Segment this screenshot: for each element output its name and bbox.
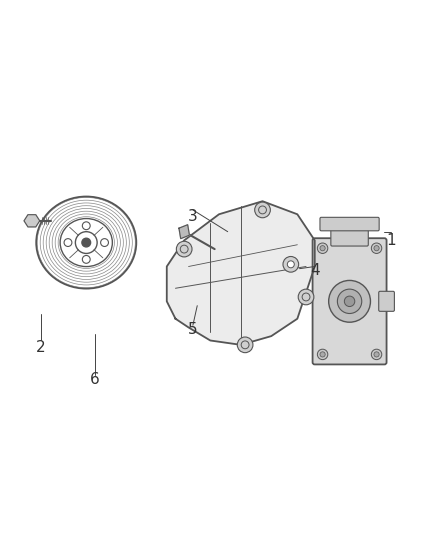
FancyBboxPatch shape	[379, 292, 394, 311]
Circle shape	[237, 337, 253, 353]
Circle shape	[318, 349, 328, 360]
Circle shape	[344, 296, 355, 306]
Circle shape	[318, 243, 328, 254]
Polygon shape	[179, 225, 189, 239]
Circle shape	[298, 289, 314, 305]
Text: 3: 3	[188, 209, 198, 224]
Text: 1: 1	[386, 233, 396, 248]
Circle shape	[374, 246, 379, 251]
Circle shape	[287, 261, 294, 268]
Circle shape	[371, 243, 382, 254]
Circle shape	[320, 352, 325, 357]
Circle shape	[371, 349, 382, 360]
Text: 6: 6	[90, 372, 100, 387]
FancyBboxPatch shape	[331, 226, 368, 246]
Circle shape	[328, 280, 371, 322]
Text: 5: 5	[188, 322, 198, 337]
FancyBboxPatch shape	[320, 217, 379, 231]
Text: 4: 4	[310, 263, 320, 278]
Text: 2: 2	[36, 340, 46, 354]
Polygon shape	[24, 215, 40, 227]
Circle shape	[337, 289, 362, 313]
FancyBboxPatch shape	[313, 238, 387, 365]
Circle shape	[82, 238, 91, 247]
Circle shape	[374, 352, 379, 357]
Circle shape	[283, 256, 299, 272]
Circle shape	[177, 241, 192, 257]
Polygon shape	[167, 201, 315, 345]
Circle shape	[254, 202, 270, 218]
Circle shape	[320, 246, 325, 251]
